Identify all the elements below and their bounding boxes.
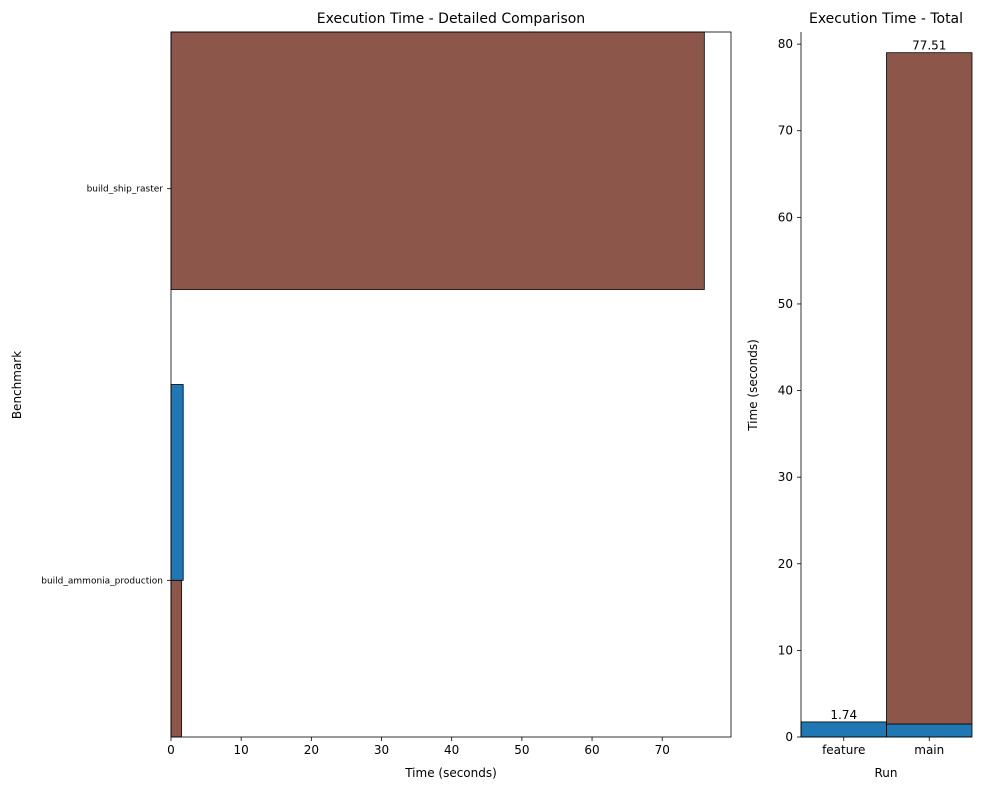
right-x-axis-label: Run <box>874 766 897 780</box>
x-tick-label: 10 <box>234 743 249 757</box>
bar-feature-series-0 <box>800 721 887 738</box>
left-x-axis-label: Time (seconds) <box>404 766 497 780</box>
x-tick-label: 70 <box>655 743 670 757</box>
data-label-feature: 1.74 <box>830 708 857 722</box>
x-tick-label: 20 <box>304 743 319 757</box>
left-chart-title: Execution Time - Detailed Comparison <box>317 11 585 27</box>
y-tick-label: 60 <box>778 210 793 224</box>
x-tick-label-feature: feature <box>822 743 865 757</box>
x-tick-label-main: main <box>914 743 944 757</box>
right-plot-area: 1.74 feature 77.51 main 0 10 20 30 40 50 60 70 80 <box>778 32 973 757</box>
bar-build_ammonia_production-series-0 <box>170 384 184 581</box>
x-tick-label: 50 <box>514 743 529 757</box>
left-plot-area: build_ammonia_production build_ship_raste… <box>41 31 732 757</box>
y-tick-label: 30 <box>778 470 793 484</box>
x-tick-label: 60 <box>584 743 599 757</box>
x-tick-label: 0 <box>167 743 175 757</box>
y-tick-label-build_ship_raster: build_ship_raster <box>87 185 164 195</box>
y-tick-label: 10 <box>778 643 793 657</box>
bar-main-series-0 <box>886 723 973 738</box>
detailed-comparison-chart: Execution Time - Detailed Comparison bui… <box>10 11 732 780</box>
data-label-main: 77.51 <box>912 39 946 53</box>
left-y-axis-label: Benchmark <box>10 351 24 419</box>
total-chart: Execution Time - Total 1.74 feature 77.51 m… <box>746 11 973 780</box>
x-tick-label: 30 <box>374 743 389 757</box>
left-axes-frame <box>170 31 732 738</box>
right-chart-title: Execution Time - Total <box>809 11 963 27</box>
y-tick-label: 40 <box>778 384 793 398</box>
y-tick-label: 0 <box>785 730 793 744</box>
bar-main-series-1 <box>886 52 973 725</box>
bar-build_ammonia_production-series-1 <box>170 579 182 738</box>
x-tick-label: 40 <box>444 743 459 757</box>
y-tick-label: 50 <box>778 297 793 311</box>
y-tick-label: 20 <box>778 557 793 571</box>
y-tick-label: 80 <box>778 37 793 51</box>
y-tick-label-build_ammonia_production: build_ammonia_production <box>41 576 163 586</box>
bar-build_ship_raster-series-1 <box>170 31 705 290</box>
right-y-axis-label: Time (seconds) <box>746 339 760 432</box>
y-tick-label: 70 <box>778 124 793 138</box>
